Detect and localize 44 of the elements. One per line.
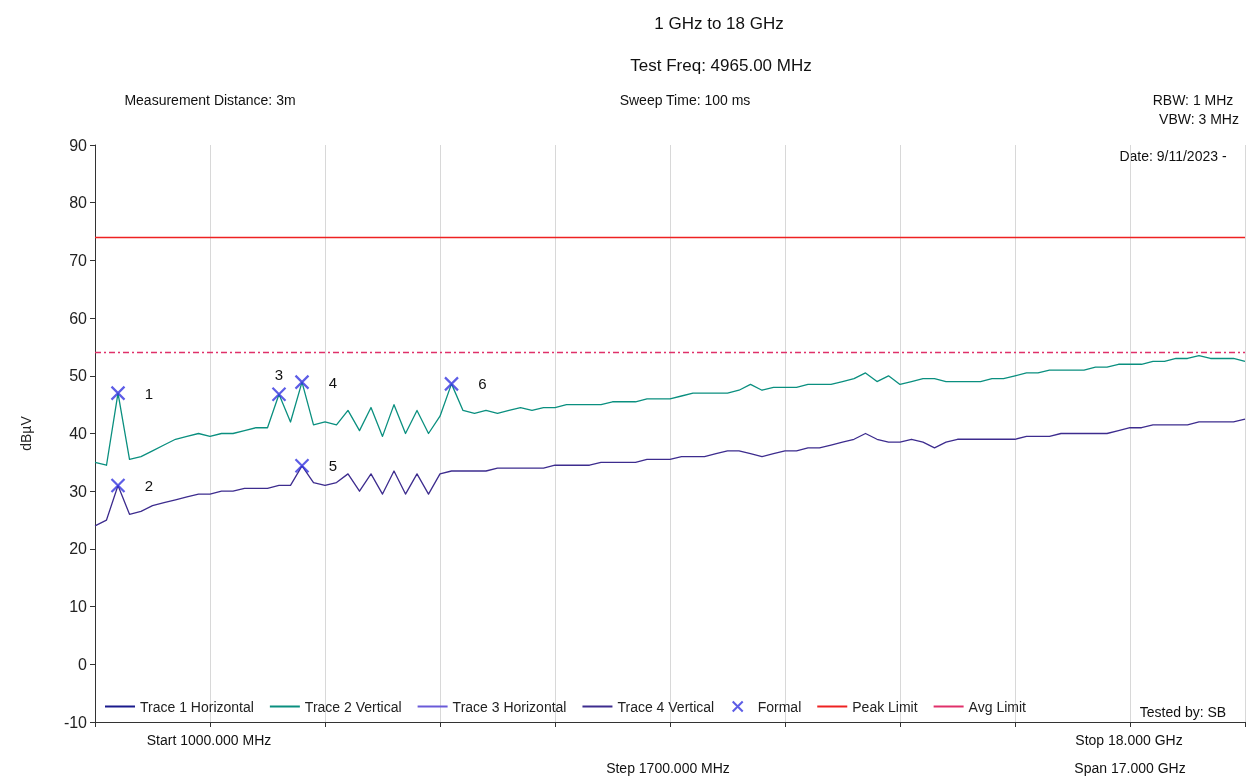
y-tick-label: 80 bbox=[69, 194, 88, 212]
text: Span 17.000 GHz bbox=[1074, 760, 1186, 776]
legend-label: Trace 4 Vertical bbox=[617, 698, 715, 715]
text: Measurement Distance: 3m bbox=[124, 92, 296, 108]
point bbox=[110, 385, 126, 401]
text: VBW: 3 MHz bbox=[1159, 111, 1239, 127]
y-tick-label: 60 bbox=[69, 309, 88, 327]
legend-label: Trace 2 Vertical bbox=[304, 698, 402, 715]
y-tick-label: 40 bbox=[69, 425, 88, 442]
y-tick-label: 0 bbox=[78, 655, 88, 673]
annotation: Date: 9/11/2023 - bbox=[1119, 148, 1227, 164]
y-tick-label: 30 bbox=[69, 482, 88, 500]
chart-title: 1 GHz to 18 GHz bbox=[654, 14, 784, 33]
legend-label: Trace 1 Horizontal bbox=[140, 698, 254, 715]
point bbox=[443, 376, 460, 392]
annotation: 1 bbox=[144, 384, 154, 402]
point bbox=[294, 458, 310, 474]
legend-label: Peak Limit bbox=[852, 698, 918, 715]
y-tick-label: 10 bbox=[69, 598, 88, 616]
annotation: 5 bbox=[328, 457, 338, 475]
y-tick-label: -10 bbox=[63, 713, 88, 731]
text: Start 1000.000 MHz bbox=[146, 732, 272, 748]
legend-label: Trace 3 Horizontal bbox=[452, 698, 567, 715]
legend-label: Formal bbox=[757, 698, 802, 715]
text: Sweep Time: 100 ms bbox=[619, 92, 751, 108]
annotation: 4 bbox=[328, 373, 338, 391]
y-tick-label: 90 bbox=[69, 136, 88, 154]
chart-subtitle: Test Freq: 4965.00 MHz bbox=[630, 56, 812, 75]
annotation: 3 bbox=[274, 365, 284, 383]
text: Step 1700.000 MHz bbox=[606, 760, 730, 776]
legend-label: Avg Limit bbox=[968, 698, 1027, 715]
annotation: 6 bbox=[478, 375, 487, 393]
y-tick-label: 50 bbox=[69, 367, 88, 385]
y-tick-label: 20 bbox=[69, 540, 88, 558]
point bbox=[294, 374, 310, 390]
point bbox=[271, 386, 287, 402]
y-tick-label: 70 bbox=[69, 251, 88, 269]
y-axis-title: dBµV bbox=[18, 415, 34, 451]
text: Stop 18.000 GHz bbox=[1075, 732, 1183, 748]
point bbox=[110, 477, 126, 494]
annotation: Tested by: SB bbox=[1139, 704, 1227, 720]
line-series bbox=[94, 418, 1246, 527]
text: RBW: 1 MHz bbox=[1152, 92, 1234, 108]
annotation: 2 bbox=[144, 476, 154, 494]
